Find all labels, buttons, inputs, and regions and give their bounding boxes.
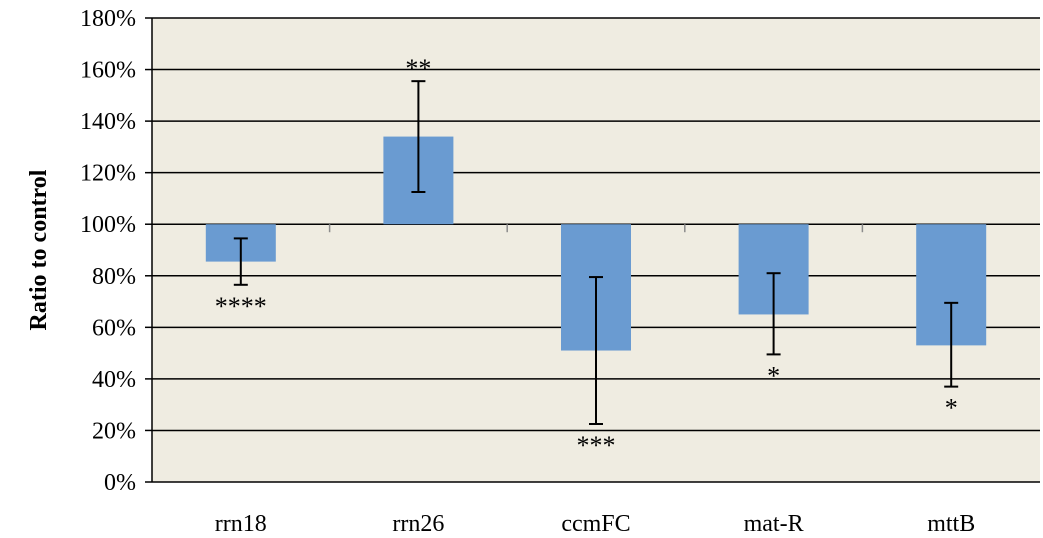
y-tick-label: 140% (80, 109, 136, 135)
significance-label: *** (577, 431, 616, 460)
error-bars (233, 80, 959, 425)
y-tick-label: 60% (92, 315, 136, 341)
y-tick-label: 120% (80, 161, 136, 187)
x-tick-label: ccmFC (561, 511, 630, 537)
significance-labels: *********** (215, 54, 958, 460)
y-tick-label: 40% (92, 367, 136, 393)
x-tick-label: mttB (927, 511, 975, 537)
x-tick-label: mat-R (744, 511, 804, 537)
significance-label: * (767, 361, 780, 390)
y-tick-label: 20% (92, 418, 136, 444)
significance-label: **** (215, 292, 267, 321)
significance-label: ** (405, 54, 431, 83)
axes (145, 17, 1040, 483)
y-tick-label: 160% (80, 58, 136, 84)
y-tick-labels: 0% 20% 40% 60% 80% 100% 120% 140% 160% 180% (80, 6, 136, 496)
y-tick-label: 80% (92, 264, 136, 290)
x-tick-labels: rrn18 rrn26 ccmFC mat-R mttB (215, 511, 975, 537)
y-tick-label: 100% (80, 212, 136, 238)
x-tick-label: rrn18 (215, 511, 267, 537)
y-tick-label: 0% (104, 470, 136, 496)
y-tick-label: 180% (80, 6, 136, 32)
significance-label: * (945, 394, 958, 423)
x-tick-label: rrn26 (392, 511, 444, 537)
y-axis-label: Ratio to control (26, 169, 52, 330)
